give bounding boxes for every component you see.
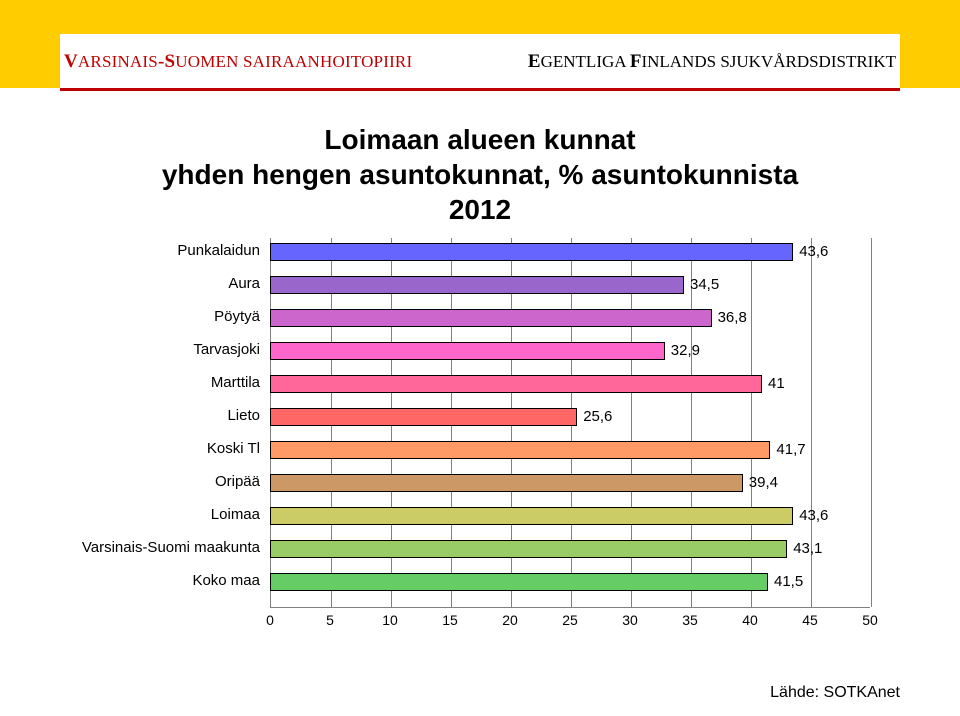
bar-value: 41 [762, 374, 785, 394]
title-line-1: Loimaan alueen kunnat [60, 122, 900, 157]
category-label: Varsinais-Suomi maakunta [70, 538, 260, 558]
bar-row: Loimaa43,6 [270, 506, 870, 526]
bar [270, 342, 665, 360]
bar [270, 573, 768, 591]
source-label: Lähde: SOTKAnet [770, 684, 900, 702]
category-label: Loimaa [70, 505, 260, 525]
category-label: Koko maa [70, 571, 260, 591]
bar-row: Oripää39,4 [270, 473, 870, 493]
x-tick-label: 35 [682, 612, 698, 628]
bar-row: Marttila41 [270, 374, 870, 394]
org-name-right: EGENTLIGA FINLANDS SJUKVÅRDSDISTRIKT [528, 51, 896, 73]
bar-value: 39,4 [743, 473, 778, 493]
bar-value: 41,7 [770, 440, 805, 460]
category-label: Koski Tl [70, 439, 260, 459]
x-tick-label: 15 [442, 612, 458, 628]
category-label: Pöytyä [70, 307, 260, 327]
category-label: Aura [70, 274, 260, 294]
category-label: Lieto [70, 406, 260, 426]
bar [270, 375, 762, 393]
x-tick-label: 30 [622, 612, 638, 628]
bar-value: 43,6 [793, 506, 828, 526]
x-tick-label: 40 [742, 612, 758, 628]
bar-row: Punkalaidun43,6 [270, 242, 870, 262]
bar-row: Lieto25,6 [270, 407, 870, 427]
bar-value: 43,1 [787, 539, 822, 559]
header-rule [60, 88, 900, 91]
bar-value: 36,8 [712, 308, 747, 328]
bar-value: 43,6 [793, 242, 828, 262]
x-tick-label: 10 [382, 612, 398, 628]
title-line-2: yhden hengen asuntokunnat, % asuntokunni… [60, 157, 900, 192]
bar-value: 32,9 [665, 341, 700, 361]
bar-value: 25,6 [577, 407, 612, 427]
bar-row: Varsinais-Suomi maakunta43,1 [270, 539, 870, 559]
x-tick-label: 45 [802, 612, 818, 628]
bar-row: Aura34,5 [270, 275, 870, 295]
x-tick-label: 20 [502, 612, 518, 628]
bar-row: Koko maa41,5 [270, 572, 870, 592]
bar [270, 309, 712, 327]
bar-row: Tarvasjoki32,9 [270, 341, 870, 361]
bar-row: Koski Tl41,7 [270, 440, 870, 460]
x-tick-label: 50 [862, 612, 878, 628]
category-label: Tarvasjoki [70, 340, 260, 360]
bar [270, 474, 743, 492]
category-label: Marttila [70, 373, 260, 393]
bar [270, 243, 793, 261]
bar-row: Pöytyä36,8 [270, 308, 870, 328]
bar-value: 41,5 [768, 572, 803, 592]
x-tick-label: 25 [562, 612, 578, 628]
bar [270, 276, 684, 294]
bar-value: 34,5 [684, 275, 719, 295]
x-tick-label: 0 [266, 612, 274, 628]
grid-line [871, 238, 872, 607]
chart-title: Loimaan alueen kunnat yhden hengen asunt… [60, 122, 900, 227]
x-tick-label: 5 [326, 612, 334, 628]
chart: Punkalaidun43,6Aura34,5Pöytyä36,8Tarvasj… [70, 238, 890, 638]
title-line-3: 2012 [60, 192, 900, 227]
category-label: Oripää [70, 472, 260, 492]
category-label: Punkalaidun [70, 241, 260, 261]
header: VARSINAIS-SUOMEN SAIRAANHOITOPIIRI EGENT… [60, 34, 900, 90]
bar [270, 441, 770, 459]
org-name-left: VARSINAIS-SUOMEN SAIRAANHOITOPIIRI [64, 51, 412, 73]
bar [270, 408, 577, 426]
bar [270, 540, 787, 558]
bar [270, 507, 793, 525]
